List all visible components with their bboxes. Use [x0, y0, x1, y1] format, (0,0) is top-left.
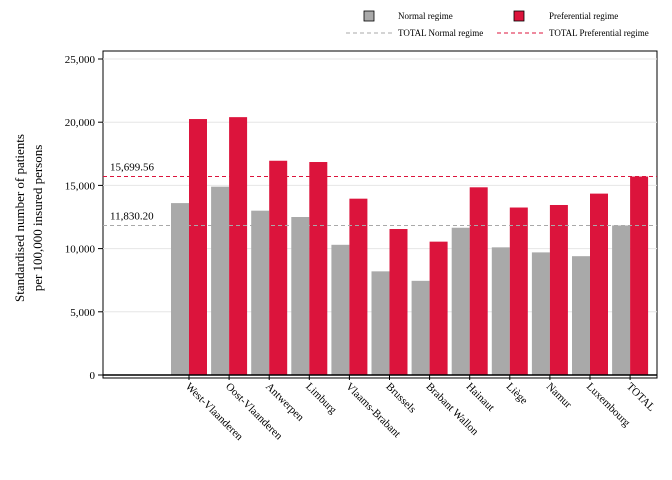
bar-preferential [189, 119, 207, 375]
bar-normal [171, 203, 189, 375]
y-axis-ticks: 0 5,000 10,000 15,000 20,000 25,000 [65, 54, 103, 382]
bar-normal [491, 247, 510, 375]
bar-preferential [389, 229, 408, 375]
reference-line-label: 11,830.20 [110, 210, 154, 222]
legend-label-normal-regime: Normal regime [398, 11, 453, 21]
bar-normal [291, 217, 310, 375]
bar-preferential [429, 241, 448, 375]
legend-swatch-preferential-regime [513, 10, 525, 22]
y-tick-label: 25,000 [65, 54, 96, 66]
legend-swatch-normal-regime [363, 10, 375, 22]
y-axis-title-line-1: Standardised number of patients [12, 134, 27, 302]
y-tick-label: 10,000 [65, 244, 96, 256]
x-tick-label: Limburg [303, 381, 339, 417]
bar-preferential [269, 160, 288, 375]
bar-preferential [469, 187, 488, 375]
bar-preferential [509, 207, 528, 375]
legend-label-total-preferential: TOTAL Preferential regime [549, 28, 649, 38]
x-axis-labels: West-VlaanderenOost-VlaanderenAntwerpenL… [183, 375, 657, 443]
bar-preferential [549, 204, 568, 375]
x-tick-label: TOTAL [624, 381, 657, 414]
bar-preferential [309, 162, 328, 375]
y-axis-title-line-2: per 100,000 insured persons [30, 145, 45, 292]
bar-normal [211, 186, 230, 375]
reference-line-label: 15,699.56 [110, 162, 155, 174]
bar-normal [572, 256, 590, 375]
x-tick-label: Hainaut [464, 381, 497, 414]
x-tick-label: Liège [504, 381, 530, 407]
legend-label-preferential-regime: Preferential regime [549, 11, 618, 21]
bar-normal [451, 227, 470, 375]
y-tick-label: 5,000 [70, 307, 95, 319]
bar-preferential [630, 176, 649, 375]
bar-normal [251, 210, 270, 375]
y-tick-label: 15,000 [65, 180, 96, 192]
y-tick-label: 20,000 [65, 117, 96, 129]
bar-normal [331, 244, 350, 375]
bar-preferential [349, 198, 368, 375]
bar-normal [612, 225, 631, 375]
bar-normal [371, 271, 390, 375]
bar-preferential [590, 193, 608, 375]
x-tick-label: Brussels [383, 381, 418, 416]
legend: Normal regime Preferential regime TOTAL … [346, 10, 649, 38]
x-tick-label: Namur [544, 381, 574, 411]
y-tick-label: 0 [90, 370, 96, 382]
bar-normal [411, 280, 430, 375]
legend-label-total-normal: TOTAL Normal regime [398, 28, 483, 38]
bars [171, 117, 649, 376]
reference-lines: 11,830.20 15,699.56 [103, 162, 657, 226]
plot-frame [102, 50, 658, 379]
bar-normal [531, 252, 550, 375]
bar-preferential [229, 117, 248, 376]
